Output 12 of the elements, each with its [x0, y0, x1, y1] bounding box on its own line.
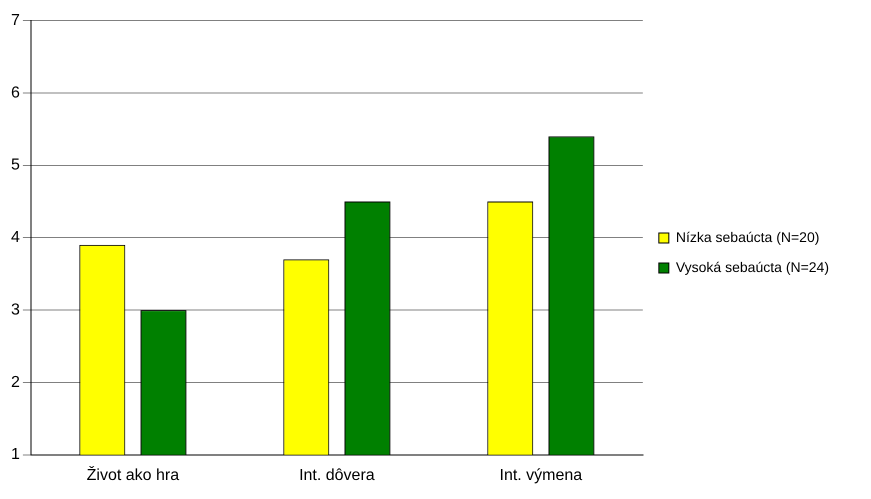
y-tick-label: 7 [10, 12, 20, 30]
legend-label: Nízka sebaúcta (N=20) [676, 228, 820, 245]
legend-label: Vysoká sebaúcta (N=24) [676, 258, 830, 275]
y-tick-label: 4 [10, 229, 20, 246]
y-tick-label: 3 [10, 301, 20, 318]
y-tick-label: 6 [10, 84, 20, 102]
x-tick-label: Int. dôvera [299, 466, 375, 484]
y-tick-label: 2 [10, 374, 20, 391]
y-tick-label: 5 [10, 156, 20, 174]
y-tick-label: 1 [10, 446, 20, 464]
x-tick-label: Int. výmena [499, 466, 582, 484]
x-tick-label: Život ako hra [86, 466, 180, 484]
